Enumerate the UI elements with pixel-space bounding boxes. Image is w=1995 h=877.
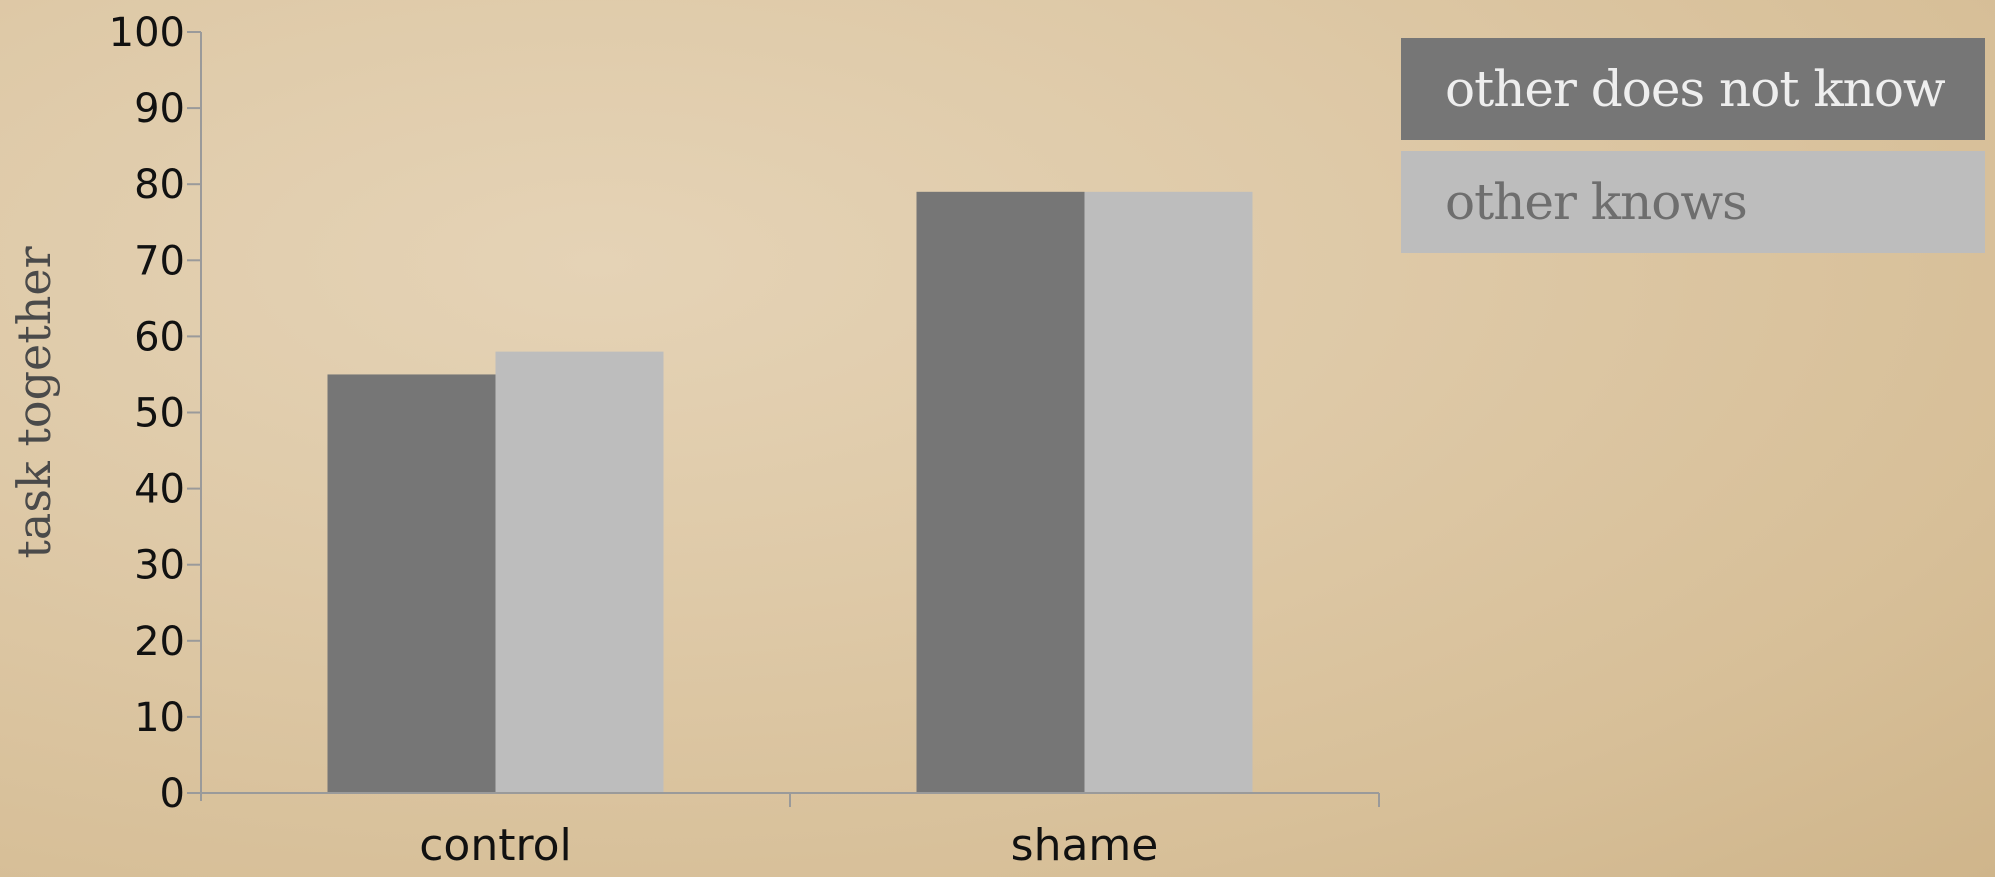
y-tick-label: 10 bbox=[134, 695, 185, 741]
x-tick-label-control: control bbox=[419, 820, 572, 871]
y-tick-label: 90 bbox=[134, 86, 185, 132]
legend-item-other-knows: other knows bbox=[1401, 151, 1985, 253]
y-tick-label: 70 bbox=[134, 238, 185, 284]
y-tick-label: 60 bbox=[134, 314, 185, 360]
y-tick-label: 20 bbox=[134, 619, 185, 665]
bar-control-other-does-not-know bbox=[327, 374, 496, 793]
x-tick-label-shame: shame bbox=[1011, 820, 1159, 871]
bar-shame-other-knows bbox=[1084, 191, 1253, 793]
y-tick-label: 80 bbox=[134, 162, 185, 208]
y-axis-label: task together bbox=[7, 246, 61, 558]
legend-item-other-does-not-know: other does not know bbox=[1401, 38, 1985, 140]
legend-label-other-knows: other knows bbox=[1445, 173, 1748, 231]
y-tick-labels: 0 10 20 30 40 50 60 70 80 90 100 bbox=[109, 10, 185, 817]
y-tick-label: 30 bbox=[134, 543, 185, 589]
y-tick-label: 40 bbox=[134, 467, 185, 513]
x-tick-labels: control shame bbox=[419, 820, 1158, 871]
bars-group bbox=[327, 191, 1253, 793]
legend-label-other-does-not-know: other does not know bbox=[1445, 60, 1946, 118]
y-tick-label: 0 bbox=[160, 771, 185, 817]
bar-control-other-knows bbox=[495, 351, 664, 793]
y-tick-label: 100 bbox=[109, 10, 185, 56]
axes-group bbox=[187, 31, 1380, 807]
y-tick-label: 50 bbox=[134, 391, 185, 437]
bar-shame-other-does-not-know bbox=[916, 191, 1085, 793]
